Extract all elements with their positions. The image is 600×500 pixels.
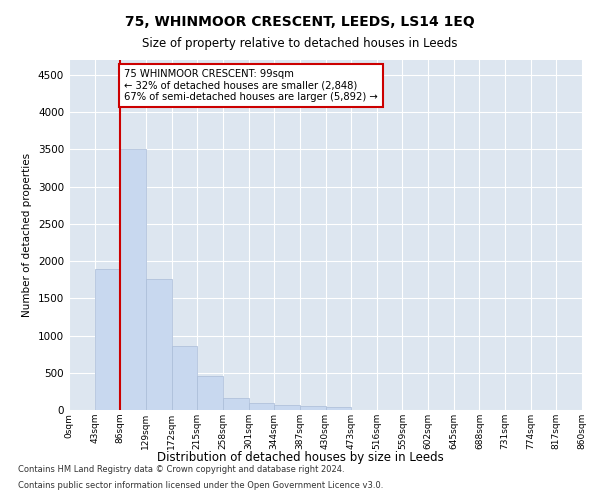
Text: Contains HM Land Registry data © Crown copyright and database right 2024.: Contains HM Land Registry data © Crown c… <box>18 466 344 474</box>
Bar <box>300 406 325 410</box>
Text: 75, WHINMOOR CRESCENT, LEEDS, LS14 1EQ: 75, WHINMOOR CRESCENT, LEEDS, LS14 1EQ <box>125 15 475 29</box>
Text: Distribution of detached houses by size in Leeds: Distribution of detached houses by size … <box>157 451 443 464</box>
Text: Size of property relative to detached houses in Leeds: Size of property relative to detached ho… <box>142 38 458 51</box>
Y-axis label: Number of detached properties: Number of detached properties <box>22 153 32 317</box>
Bar <box>172 346 197 410</box>
Bar <box>248 404 274 410</box>
Bar <box>146 279 172 410</box>
Bar <box>121 150 146 410</box>
Bar <box>274 405 300 410</box>
Bar <box>223 398 248 410</box>
Bar <box>95 268 121 410</box>
Bar <box>325 406 351 410</box>
Bar <box>197 376 223 410</box>
Text: 75 WHINMOOR CRESCENT: 99sqm
← 32% of detached houses are smaller (2,848)
67% of : 75 WHINMOOR CRESCENT: 99sqm ← 32% of det… <box>124 69 378 102</box>
Text: Contains public sector information licensed under the Open Government Licence v3: Contains public sector information licen… <box>18 480 383 490</box>
